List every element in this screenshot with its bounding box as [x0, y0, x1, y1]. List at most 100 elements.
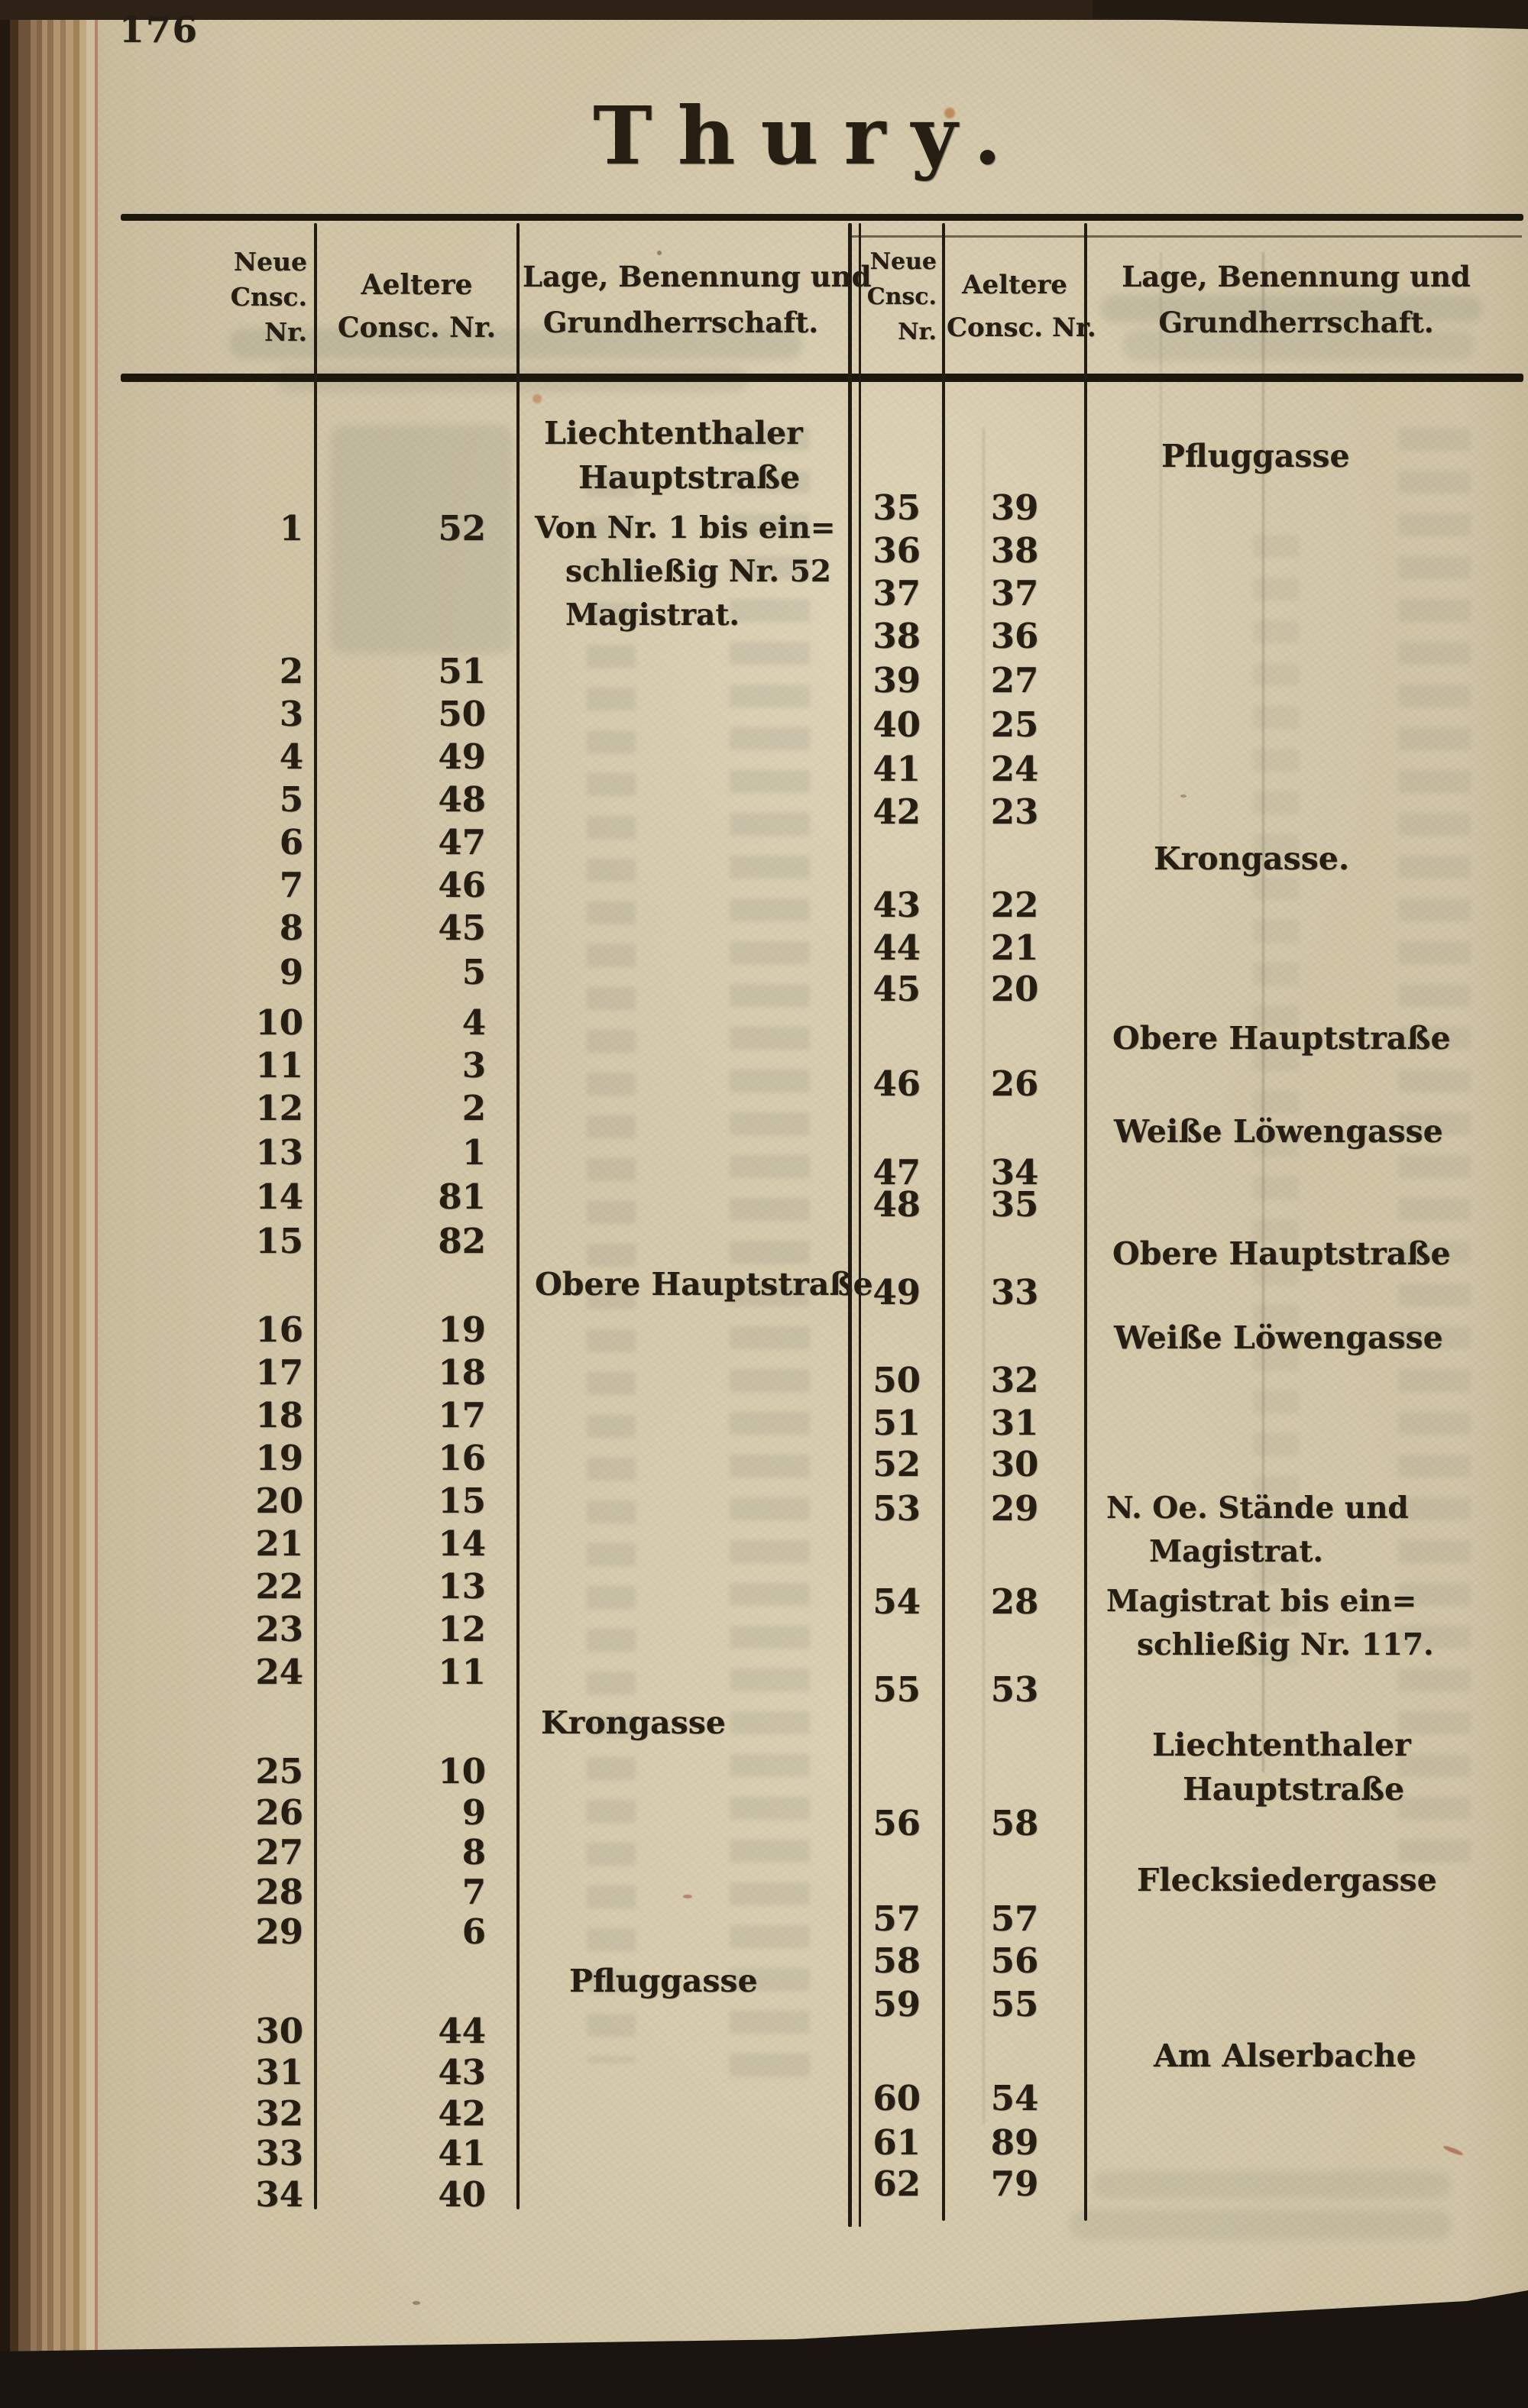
stain-spot: [533, 394, 542, 403]
street-heading-line: Hauptstraße: [578, 459, 801, 496]
old-consc-nr: 58: [990, 1803, 1039, 1843]
old-consc-nr: 1: [461, 1132, 486, 1173]
header-line: Aeltere: [962, 270, 1067, 300]
new-consc-nr: 60: [872, 2078, 921, 2118]
new-consc-nr: 28: [255, 1872, 303, 1912]
new-consc-nr: 21: [255, 1523, 303, 1564]
new-consc-nr: 43: [872, 885, 921, 925]
bleedthrough-rule: [983, 428, 985, 2124]
new-consc-nr: 25: [255, 1751, 303, 1791]
header-line: Nr.: [264, 317, 307, 347]
stain-spot: [1180, 795, 1186, 798]
old-consc-nr: 79: [990, 2164, 1039, 2204]
old-consc-nr: 7: [461, 1872, 486, 1912]
old-consc-nr: 9: [461, 1792, 486, 1833]
bleedthrough-band: [1100, 295, 1482, 322]
old-consc-nr: 32: [990, 1360, 1039, 1400]
new-consc-nr: 24: [255, 1652, 303, 1692]
header-line: Consc. Nr.: [337, 312, 497, 344]
top-rule: [121, 214, 1523, 221]
header-rule: [121, 374, 1523, 382]
old-consc-nr: 56: [990, 1940, 1039, 1981]
header-lage-benennung: Lage, Benennung und Grundherrschaft.: [523, 254, 872, 345]
new-consc-nr: 23: [255, 1609, 303, 1649]
bleedthrough-number-column: [1253, 535, 1299, 1665]
new-consc-nr: 14: [255, 1176, 303, 1217]
bleedthrough-rule: [1262, 252, 1264, 1772]
old-consc-nr: 30: [990, 1444, 1039, 1484]
street-heading-line: Obere Hauptstraße: [1112, 1235, 1451, 1272]
street-heading: Obere Hauptstraße: [535, 1262, 873, 1306]
bleedthrough-smudge: [330, 425, 513, 654]
old-consc-nr: 35: [990, 1184, 1039, 1225]
street-heading: Weiße Löwengasse: [1114, 1316, 1443, 1360]
bleedthrough-band: [1093, 2171, 1452, 2199]
old-consc-nr: 15: [438, 1481, 486, 1521]
new-consc-nr: 38: [872, 616, 921, 656]
street-heading-line: Krongasse.: [1154, 840, 1350, 877]
old-consc-nr: 37: [990, 573, 1039, 613]
old-consc-nr: 38: [990, 530, 1039, 571]
street-heading-line: Obere Hauptstraße: [1112, 1020, 1451, 1057]
street-heading-line: Pfluggasse: [569, 1963, 758, 1999]
new-consc-nr: 35: [872, 487, 921, 528]
bleedthrough-band: [1123, 330, 1475, 361]
grundherrschaft-note: Magistrat bis ein= schließig Nr. 117.: [1106, 1580, 1488, 1667]
old-consc-nr: 52: [438, 508, 486, 549]
new-consc-nr: 56: [872, 1803, 921, 1843]
old-consc-nr: 4: [461, 1002, 486, 1043]
old-consc-nr: 49: [438, 736, 486, 777]
street-heading: Krongasse: [541, 1701, 726, 1745]
old-consc-nr: 22: [990, 885, 1039, 925]
old-consc-nr: 33: [990, 1272, 1039, 1312]
new-consc-nr: 61: [872, 2122, 921, 2163]
header-lage-benennung: Lage, Benennung und Grundherrschaft.: [1096, 254, 1496, 345]
right-table-thin-rule: [850, 235, 1522, 238]
new-consc-nr: 11: [255, 1045, 303, 1086]
column-line: [1084, 223, 1087, 2221]
street-heading: Am Alserbache: [1154, 2034, 1416, 2078]
bleedthrough-number-column: [730, 428, 810, 2093]
stain-spot: [413, 2301, 420, 2305]
new-consc-nr: 29: [255, 1911, 303, 1952]
old-consc-nr: 26: [990, 1063, 1039, 1104]
old-consc-nr: 51: [438, 651, 486, 691]
header-aeltere-consc-nr: Aeltere Consc. Nr.: [320, 264, 513, 349]
column-line: [942, 223, 945, 2221]
old-consc-nr: 54: [990, 2078, 1039, 2118]
bleedthrough-number-column: [1398, 428, 1471, 1864]
new-consc-nr: 41: [872, 749, 921, 789]
old-consc-nr: 27: [990, 660, 1039, 701]
old-consc-nr: 29: [990, 1488, 1039, 1529]
stain-spot: [657, 251, 662, 255]
header-line: Lage, Benennung und: [523, 260, 872, 293]
new-consc-nr: 44: [872, 927, 921, 968]
new-consc-nr: 45: [872, 969, 921, 1009]
bleedthrough-rule: [1160, 252, 1162, 848]
street-heading: Pfluggasse: [569, 1959, 758, 2003]
new-consc-nr: 4: [279, 736, 303, 777]
new-consc-nr: 6: [279, 822, 303, 863]
header-line: Grundherrschaft.: [1158, 306, 1434, 339]
old-consc-nr: 34: [990, 1152, 1039, 1193]
header-line: Consc. Nr.: [947, 312, 1096, 343]
header-neue-consc-nr: Neue Cnsc. Nr.: [124, 244, 307, 350]
header-line: Cnsc.: [866, 283, 937, 310]
street-heading: Flecksiedergasse: [1137, 1858, 1437, 1902]
old-consc-nr: 45: [438, 908, 486, 948]
street-heading-line: Pfluggasse: [1161, 438, 1350, 474]
old-consc-nr: 14: [438, 1523, 486, 1564]
old-consc-nr: 81: [438, 1176, 486, 1217]
new-consc-nr: 54: [872, 1581, 921, 1622]
page-title: Thury.: [593, 89, 1027, 183]
new-consc-nr: 53: [872, 1488, 921, 1529]
header-neue-consc-nr: Neue Cnsc. Nr.: [862, 244, 937, 350]
new-consc-nr: 12: [255, 1088, 303, 1128]
new-consc-nr: 15: [255, 1221, 303, 1261]
street-heading-line: Weiße Löwengasse: [1114, 1319, 1443, 1356]
new-consc-nr: 10: [255, 1002, 303, 1043]
old-consc-nr: 89: [990, 2122, 1039, 2163]
book-binding-edge: [0, 0, 101, 2408]
table-divider-line: [848, 223, 852, 2227]
